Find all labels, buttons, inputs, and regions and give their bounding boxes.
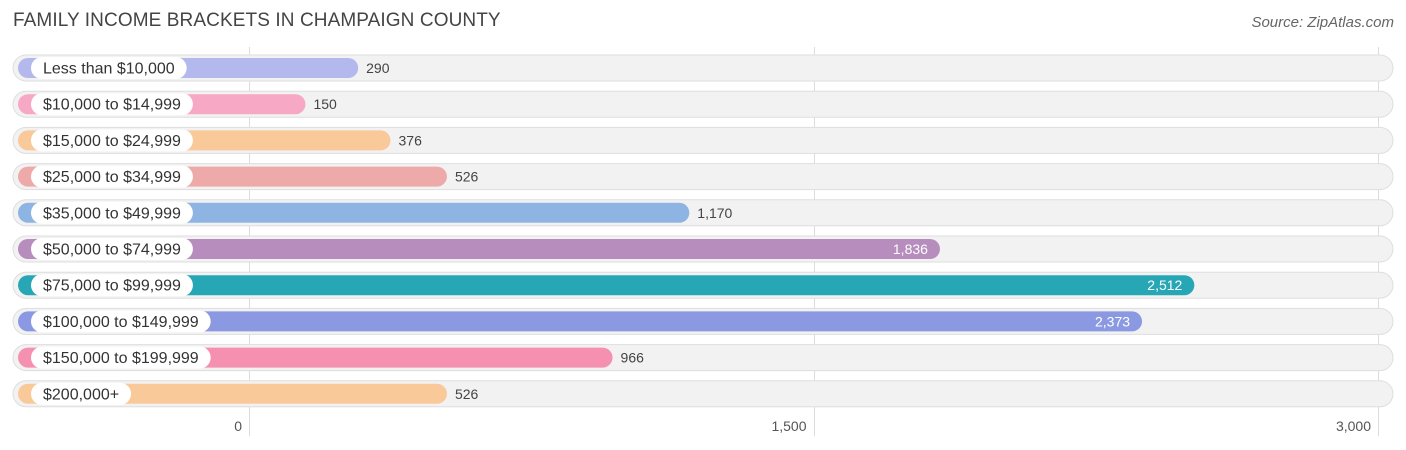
bar-row: $200,000+ 526: [12, 380, 1394, 408]
bar-track: [12, 90, 1394, 118]
bar-row: $75,000 to $99,999 2,512: [12, 271, 1394, 299]
category-pill: [31, 310, 211, 333]
category-pill: [31, 201, 193, 224]
category-label: $200,000+: [43, 386, 119, 403]
bar-row: $10,000 to $14,999 150: [12, 90, 1394, 118]
category-label: $15,000 to $24,999: [43, 133, 181, 150]
category-label: $150,000 to $199,999: [43, 350, 199, 367]
value-label: 526: [455, 386, 479, 402]
value-label: 966: [621, 350, 645, 366]
bar-row: $25,000 to $34,999 526: [12, 163, 1394, 191]
category-pill: [31, 274, 193, 297]
category-pill: [31, 346, 211, 369]
x-tick-label: 3,000: [1336, 418, 1371, 434]
bar: [18, 275, 1195, 296]
bar-track: [12, 54, 1394, 82]
category-label: $25,000 to $34,999: [43, 169, 181, 186]
category-label: $50,000 to $74,999: [43, 242, 181, 259]
category-pill: [31, 165, 193, 188]
chart-title: FAMILY INCOME BRACKETS IN CHAMPAIGN COUN…: [13, 10, 501, 31]
category-label: $35,000 to $49,999: [43, 205, 181, 222]
chart-source: Source: ZipAtlas.com: [1251, 14, 1394, 31]
x-tick-label: 1,500: [771, 418, 806, 434]
bar-row: $35,000 to $49,999 1,170: [12, 199, 1394, 227]
bar-row: $100,000 to $149,999 2,373: [12, 307, 1394, 335]
value-label: 2,512: [1147, 277, 1182, 293]
category-label: $100,000 to $149,999: [43, 314, 199, 331]
value-label: 526: [455, 169, 479, 185]
category-label: $10,000 to $14,999: [43, 97, 181, 114]
value-label: 1,170: [697, 205, 732, 221]
bar: [18, 311, 1143, 332]
category-pill: [31, 57, 187, 79]
category-pill: [31, 93, 193, 116]
bar: [18, 239, 940, 259]
category-label: Less than $10,000: [43, 61, 175, 78]
value-label: 2,373: [1095, 313, 1130, 329]
bar-row: $15,000 to $24,999 376: [12, 126, 1394, 154]
bar-row: Less than $10,000 290: [12, 54, 1394, 82]
bar-row: $150,000 to $199,999 966: [12, 344, 1394, 372]
value-label: 1,836: [893, 241, 928, 257]
category-pill: [31, 382, 132, 405]
category-pill: [31, 129, 193, 152]
value-label: 290: [366, 60, 390, 76]
x-tick-label: 0: [234, 418, 242, 434]
category-pill: [31, 238, 193, 260]
category-label: $75,000 to $99,999: [43, 278, 181, 295]
value-label: 376: [399, 132, 423, 148]
bar-row: $50,000 to $74,999 1,836: [12, 235, 1394, 263]
value-label: 150: [313, 96, 337, 112]
